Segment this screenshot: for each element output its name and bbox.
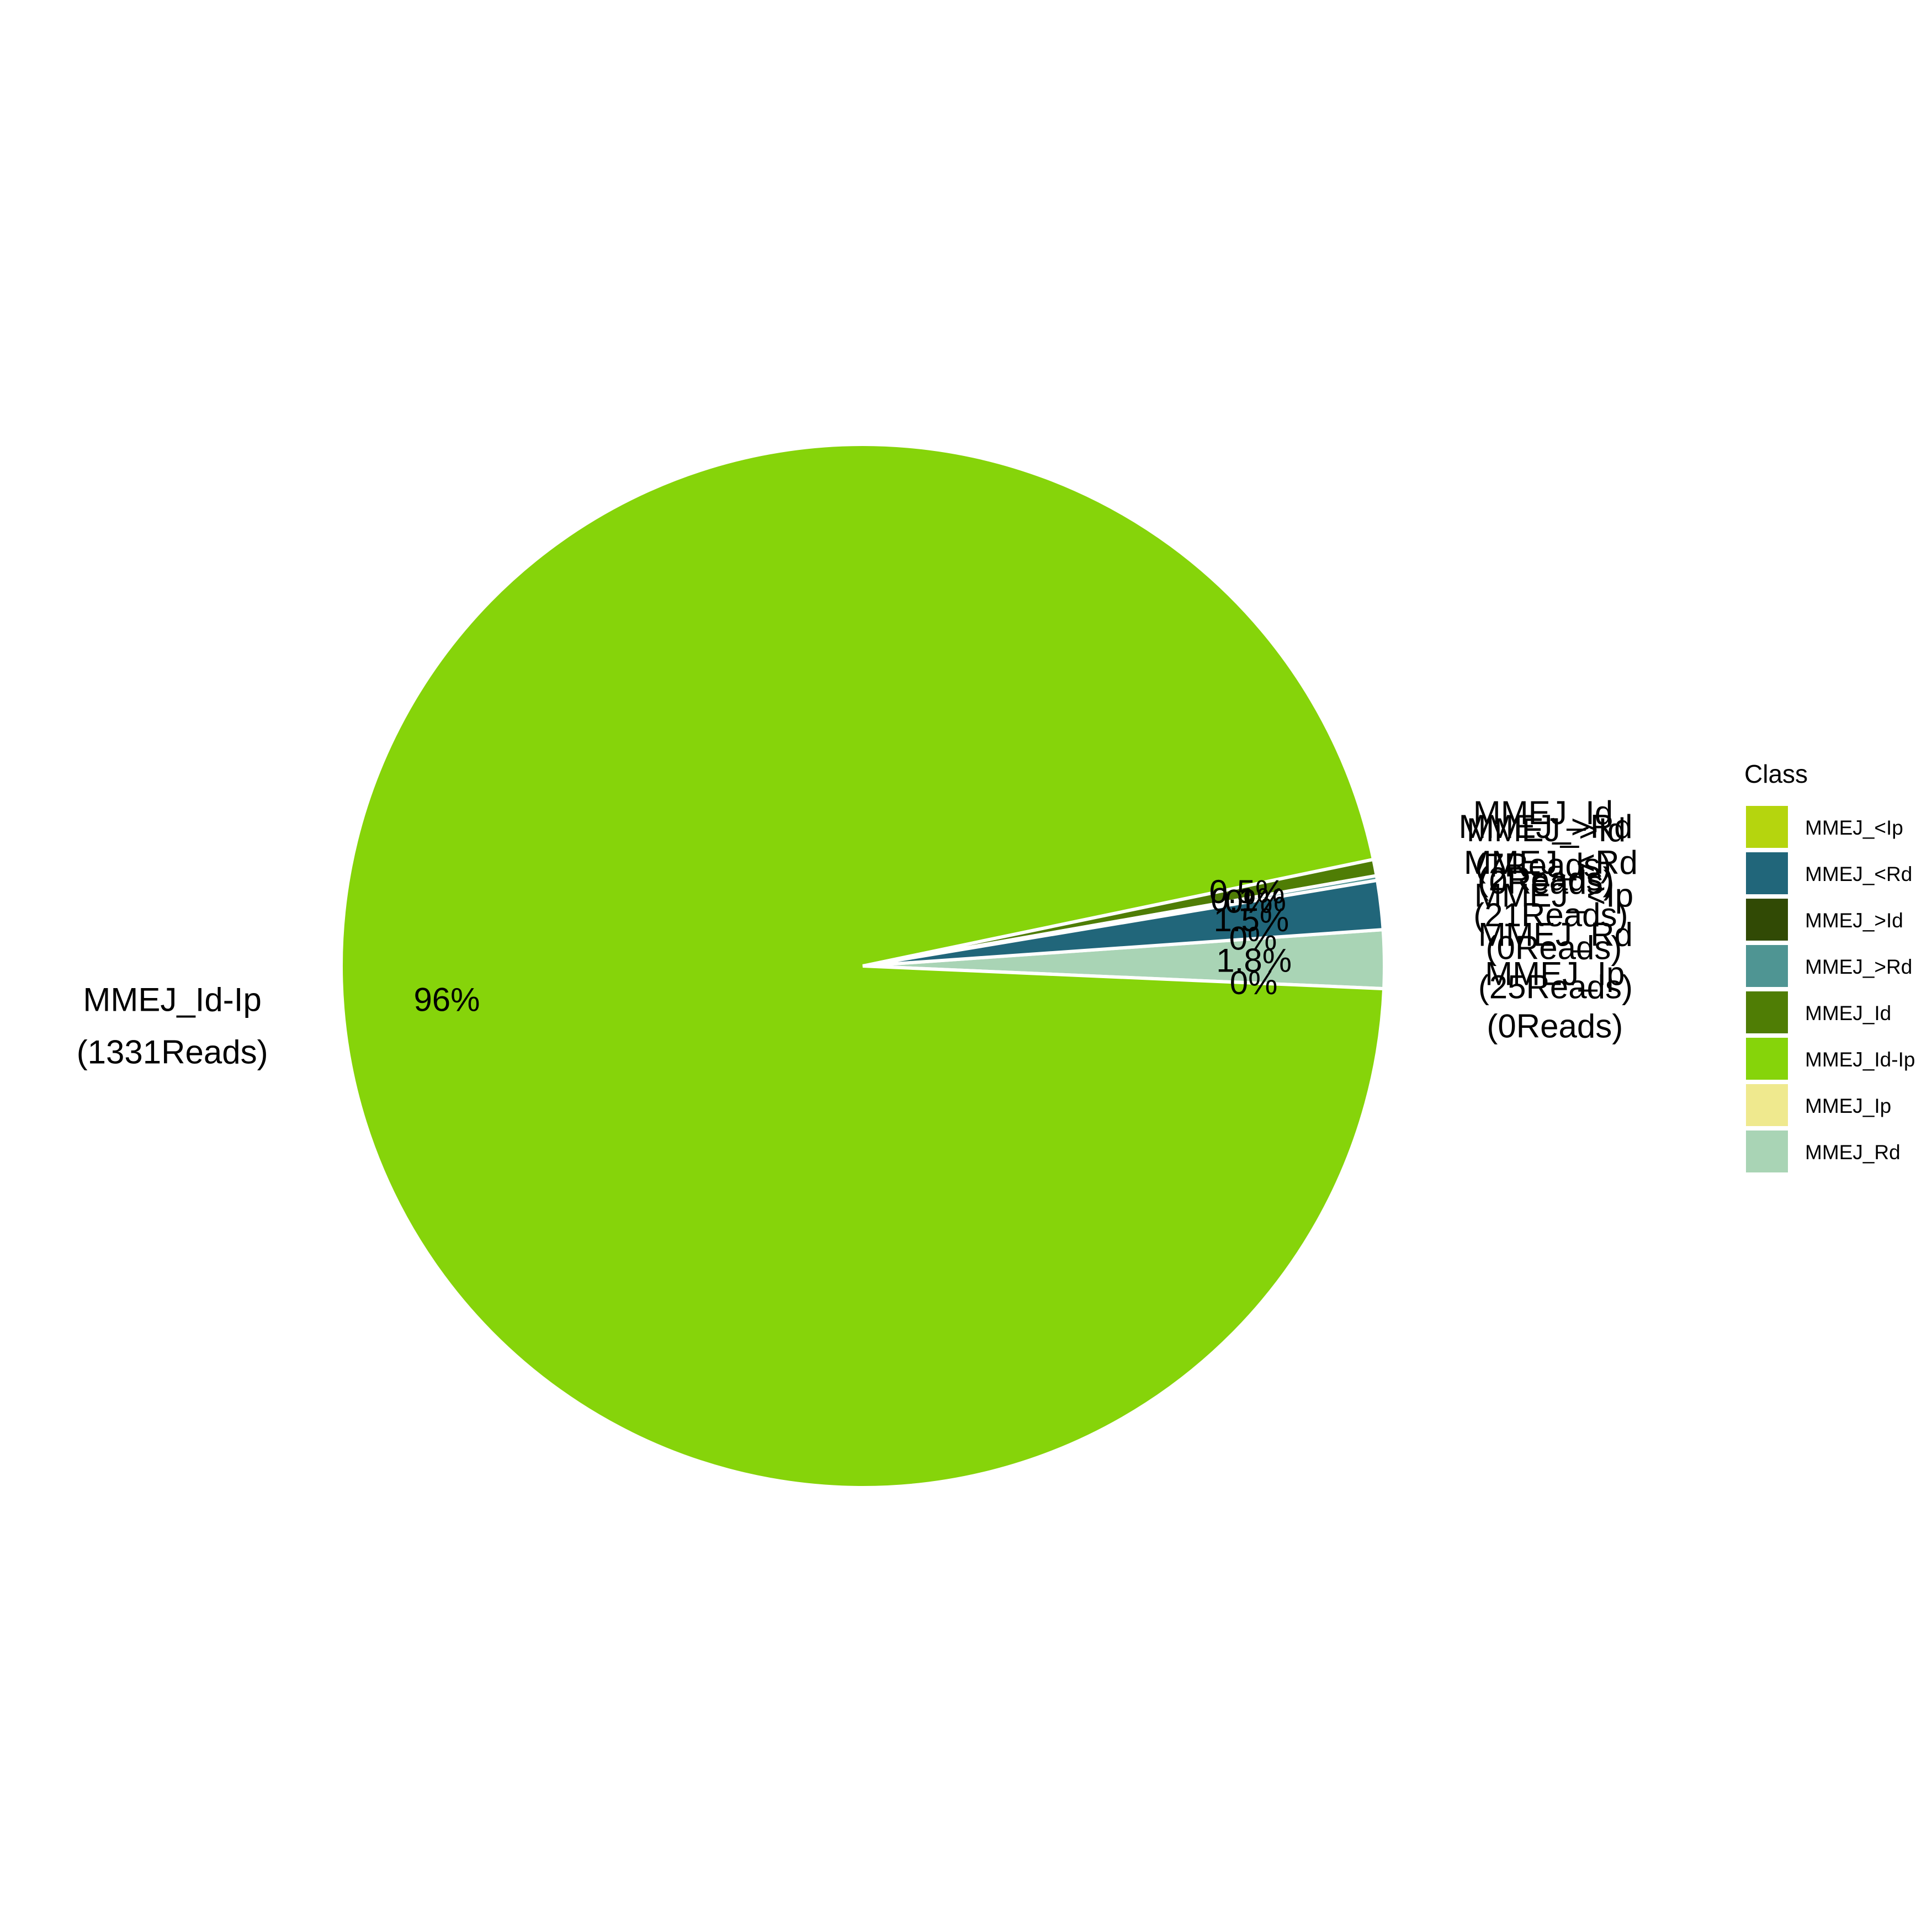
legend-items: MMEJ_<Ip MMEJ_<Rd MMEJ_>Id MMEJ_>Rd MMEJ_Id M… bbox=[1746, 806, 1915, 1172]
slice-name-label: MMEJ_Id-Ip bbox=[83, 981, 261, 1018]
percent-label-mmej-id-ip: 96% bbox=[413, 981, 480, 1018]
slice-name-label: MMEJ_Id bbox=[1473, 794, 1613, 831]
outer-label-mmej-ip: MMEJ_Ip (0Reads) bbox=[1485, 956, 1625, 1045]
legend: Class MMEJ_<IpMMEJ_<RdMMEJ_>IdMMEJ_>RdMM… bbox=[1744, 760, 1915, 1172]
outer-label-mmej-rd: MMEJ_<Rd (21Reads) bbox=[1464, 844, 1638, 933]
percent-label-mmej-rd: 0.1% bbox=[1211, 881, 1286, 918]
slice-name-label: MMEJ_>Rd bbox=[1458, 808, 1632, 845]
legend-swatch-mmej-ip bbox=[1746, 806, 1788, 848]
legend-swatch-mmej-rd bbox=[1746, 1130, 1788, 1172]
outer-label-mmej-rd: MMEJ_Rd (25Reads) bbox=[1478, 916, 1633, 1006]
legend-swatch-mmej-rd bbox=[1746, 945, 1788, 987]
outer-label-mmej-id: MMEJ_>Id (0Reads) bbox=[1467, 811, 1626, 901]
outer-labels: MMEJ_Rd(25Reads)MMEJ_Ip(0Reads)MMEJ_Id-I… bbox=[77, 794, 1638, 1071]
slice-name-label: MMEJ_<Rd bbox=[1464, 844, 1638, 881]
legend-swatch-mmej-id bbox=[1746, 991, 1788, 1033]
percent-label-mmej-rd: 1.8% bbox=[1216, 942, 1292, 979]
outer-label-mmej-id: MMEJ_Id (7Reads) bbox=[1473, 794, 1613, 884]
legend-label-mmej-rd: MMEJ_Rd bbox=[1805, 1141, 1901, 1164]
slice-reads-label: (1331Reads) bbox=[77, 1034, 268, 1071]
legend-label-mmej-id-ip: MMEJ_Id-Ip bbox=[1805, 1048, 1915, 1071]
legend-label-mmej-id: MMEJ_Id bbox=[1805, 1002, 1891, 1025]
outer-label-mmej-rd: MMEJ_>Rd (2Reads) bbox=[1458, 808, 1632, 898]
percent-label-mmej-rd: 1.5% bbox=[1213, 901, 1289, 938]
percent-label-mmej-ip: 0% bbox=[1229, 920, 1277, 957]
slice-reads-label: (0Reads) bbox=[1486, 929, 1622, 966]
slice-name-label: MMEJ_<Ip bbox=[1474, 877, 1633, 914]
percent-labels: 1.8%0%96%0.5%0.1%0%1.5%0% bbox=[413, 873, 1292, 1018]
slice-reads-label: (2Reads) bbox=[1478, 861, 1614, 898]
slice-reads-label: (7Reads) bbox=[1475, 847, 1611, 884]
legend-label-mmej-rd: MMEJ_<Rd bbox=[1805, 863, 1912, 885]
legend-label-mmej-rd: MMEJ_>Rd bbox=[1805, 956, 1912, 978]
slice-name-label: MMEJ_Ip bbox=[1485, 956, 1625, 992]
slice-reads-label: (25Reads) bbox=[1478, 969, 1633, 1006]
legend-label-mmej-ip: MMEJ_Ip bbox=[1805, 1095, 1891, 1117]
legend-swatch-mmej-ip bbox=[1746, 1084, 1788, 1126]
percent-label-mmej-id: 0% bbox=[1225, 883, 1273, 920]
legend-label-mmej-ip: MMEJ_<Ip bbox=[1805, 816, 1903, 839]
slice-reads-label: (0Reads) bbox=[1487, 1008, 1623, 1045]
pie-slices bbox=[339, 443, 1387, 1489]
slice-reads-label: (21Reads) bbox=[1473, 896, 1628, 933]
percent-label-mmej-ip: 0% bbox=[1230, 964, 1278, 1001]
legend-swatch-mmej-id bbox=[1746, 899, 1788, 941]
slice-reads-label: (0Reads) bbox=[1478, 864, 1615, 901]
legend-swatch-mmej-id-ip bbox=[1746, 1038, 1788, 1080]
pie-slice-mmej-rd bbox=[862, 878, 1385, 968]
pie-slice-mmej-id-ip bbox=[339, 443, 1386, 1489]
legend-label-mmej-id: MMEJ_>Id bbox=[1805, 909, 1903, 932]
legend-title: Class bbox=[1744, 760, 1808, 788]
outer-label-mmej-id-ip: MMEJ_Id-Ip (1331Reads) bbox=[77, 981, 268, 1071]
legend-swatch-mmej-rd bbox=[1746, 852, 1788, 894]
slice-name-label: MMEJ_>Id bbox=[1467, 811, 1626, 848]
slice-name-label: MMEJ_Rd bbox=[1478, 916, 1633, 953]
percent-label-mmej-id: 0.5% bbox=[1209, 873, 1285, 910]
outer-label-mmej-ip: MMEJ_<Ip (0Reads) bbox=[1474, 877, 1633, 966]
